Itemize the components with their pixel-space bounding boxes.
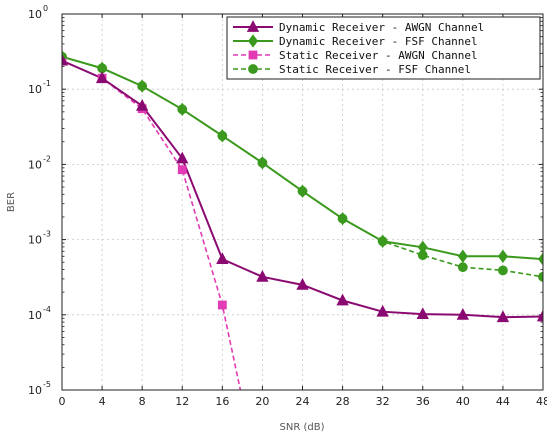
data-point-series-4 — [457, 262, 468, 273]
legend-marker-2 — [248, 34, 258, 48]
y-tick-base: 10 — [28, 309, 42, 322]
x-tick-label: 8 — [139, 395, 146, 408]
y-tick-base: 10 — [28, 234, 42, 247]
data-point-series-1 — [336, 293, 349, 306]
x-tick-label: 16 — [215, 395, 229, 408]
y-tick-label: 10 -1 — [28, 79, 51, 96]
data-point-series-2 — [137, 79, 148, 93]
data-point-series-1 — [376, 304, 389, 317]
y-tick-label: 10 -4 — [28, 305, 51, 322]
y-tick-label: 10 0 — [28, 4, 48, 21]
y-tick-base: 10 — [28, 158, 42, 171]
data-point-series-1 — [95, 71, 109, 84]
y-tick-label: 10 -5 — [28, 380, 51, 397]
x-tick-label: 44 — [496, 395, 510, 408]
data-point-series-2 — [177, 102, 188, 116]
y-tick-exponent: -3 — [43, 230, 51, 239]
legend-box — [226, 16, 541, 80]
x-tick-label: 28 — [336, 395, 350, 408]
data-point-series-2 — [377, 234, 388, 248]
data-point-series-3 — [217, 300, 227, 310]
data-point-series-1 — [216, 252, 229, 265]
plot-frame — [61, 13, 544, 391]
data-point-series-2 — [217, 129, 228, 143]
x-tick-label: 12 — [175, 395, 189, 408]
y-axis-label: BER — [6, 192, 17, 212]
legend-marker-3 — [248, 50, 258, 60]
x-tick-label: 48 — [536, 395, 547, 408]
legend-marker-1 — [246, 20, 260, 32]
x-tick-label: 36 — [416, 395, 430, 408]
data-point-series-1 — [496, 310, 510, 323]
data-point-series-1 — [136, 99, 149, 111]
y-tick-exponent: -5 — [43, 380, 51, 389]
data-point-series-1 — [416, 307, 429, 320]
data-point-series-4 — [538, 271, 543, 282]
data-point-series-4 — [498, 265, 508, 276]
y-tick-exponent: -2 — [43, 154, 51, 163]
marker-layer — [62, 50, 543, 323]
data-point-series-2 — [457, 249, 468, 263]
data-point-series-1 — [62, 53, 69, 66]
legend-marker-4 — [248, 64, 258, 74]
y-tick-base: 10 — [28, 83, 42, 96]
y-tick-exponent: -1 — [43, 79, 51, 88]
legend-label-1: Dynamic Receiver - AWGN Channel — [279, 21, 484, 34]
data-point-series-2 — [257, 156, 268, 170]
y-tick-base: 10 — [28, 8, 42, 21]
x-tick-label: 4 — [99, 395, 106, 408]
legend-label-3: Static Receiver - AWGN Channel — [279, 49, 478, 62]
x-tick-label: 40 — [456, 395, 470, 408]
legend-label-4: Static Receiver - FSF Channel — [279, 63, 471, 76]
data-point-series-2 — [297, 184, 308, 198]
x-tick-label: 0 — [59, 395, 66, 408]
x-tick-label: 20 — [255, 395, 269, 408]
data-point-series-1 — [536, 309, 543, 322]
legend-label-2: Dynamic Receiver - FSF Channel — [279, 35, 478, 48]
data-point-series-2 — [538, 252, 543, 266]
y-tick-base: 10 — [28, 384, 42, 397]
y-tick-label: 10 -3 — [28, 230, 51, 247]
data-point-series-2 — [417, 240, 428, 254]
data-point-series-2 — [337, 211, 348, 226]
x-tick-label: 32 — [376, 395, 390, 408]
x-axis-label: SNR (dB) — [280, 422, 325, 432]
data-point-series-3 — [177, 165, 187, 175]
data-point-series-1 — [176, 151, 189, 164]
data-point-series-1 — [296, 278, 309, 290]
data-point-series-2 — [497, 249, 508, 263]
data-point-series-1 — [456, 307, 469, 320]
data-point-series-1 — [256, 269, 269, 282]
x-tick-label: 24 — [296, 395, 310, 408]
y-tick-exponent: 0 — [43, 4, 48, 13]
y-tick-exponent: -4 — [43, 305, 51, 314]
y-tick-label: 10 -2 — [28, 154, 51, 171]
